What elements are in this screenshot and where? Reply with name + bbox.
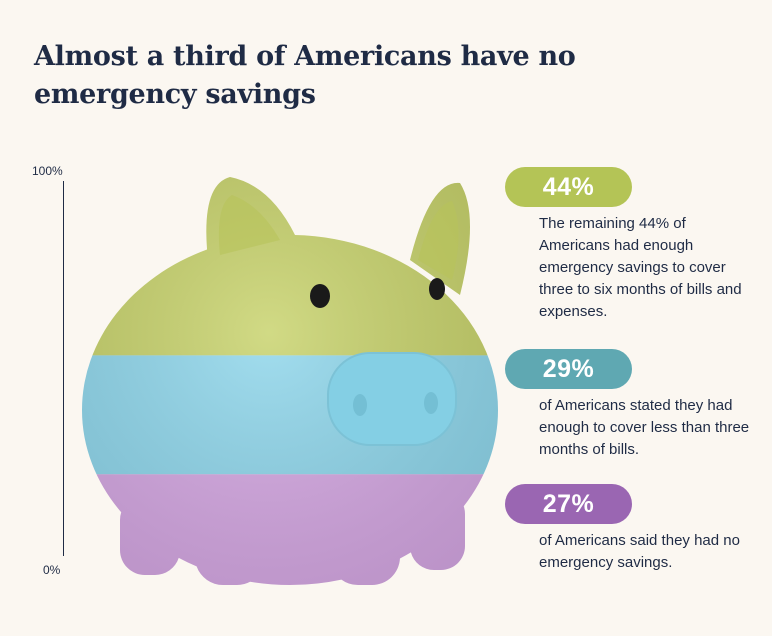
y-axis-tick-bottom: 0%: [43, 563, 61, 577]
right-nostril: [424, 392, 438, 414]
y-axis-line: [63, 181, 64, 556]
y-axis-tick-top: 100%: [32, 164, 63, 178]
stat-29-pill: 29%: [505, 349, 632, 389]
right-eye: [429, 278, 445, 300]
left-ear-inner: [218, 195, 280, 255]
stat-27: 27% of Americans said they had no emerge…: [505, 484, 755, 574]
stat-27-description: of Americans said they had no emergency …: [539, 532, 740, 571]
stat-44: 44% The remaining 44% of Americans had e…: [505, 167, 755, 323]
left-eye: [310, 284, 330, 308]
stat-29-description: of Americans stated they had enough to c…: [539, 397, 750, 458]
right-ear-inner: [418, 201, 459, 280]
snout: [327, 352, 457, 446]
stat-44-pill: 44%: [505, 167, 632, 207]
piggy-bank-chart: [82, 177, 498, 585]
stat-27-pill: 27%: [505, 484, 632, 524]
stat-29: 29% of Americans stated they had enough …: [505, 349, 755, 461]
stat-44-description: The remaining 44% of Americans had enoug…: [539, 215, 742, 320]
left-nostril: [353, 394, 367, 416]
chart-title: Almost a third of Americans have no emer…: [34, 41, 576, 110]
